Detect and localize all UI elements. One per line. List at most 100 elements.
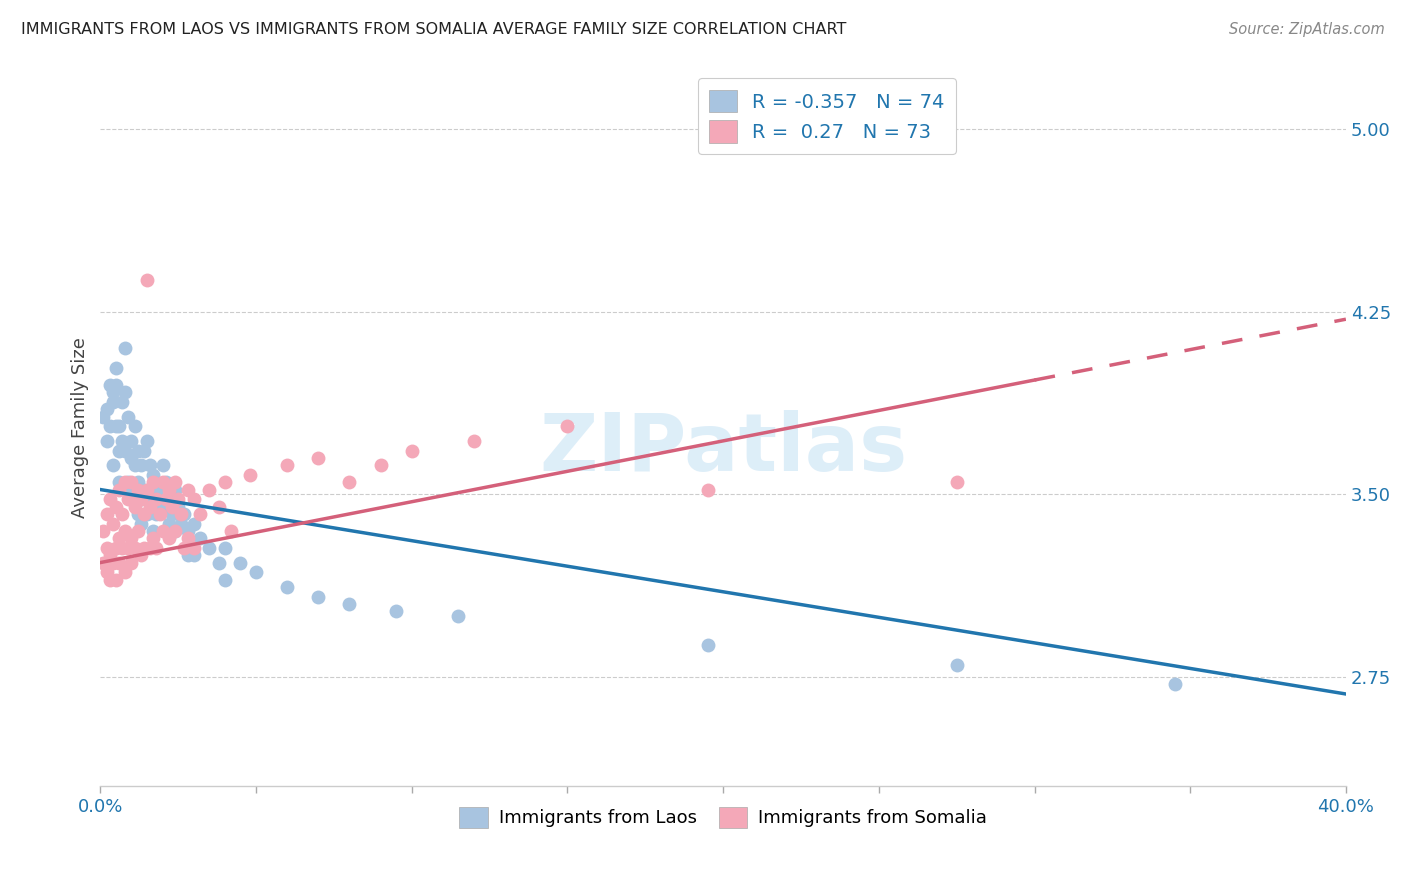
Point xyxy=(148,492,170,507)
Point xyxy=(127,483,149,497)
Point xyxy=(101,458,124,473)
Point xyxy=(124,541,146,555)
Point xyxy=(111,434,134,448)
Point xyxy=(96,402,118,417)
Point xyxy=(165,524,187,538)
Point xyxy=(157,516,180,531)
Point xyxy=(117,541,139,555)
Point xyxy=(165,475,187,490)
Point xyxy=(104,360,127,375)
Point xyxy=(136,483,159,497)
Point xyxy=(214,573,236,587)
Point xyxy=(139,500,162,514)
Point xyxy=(104,573,127,587)
Point xyxy=(188,531,211,545)
Point xyxy=(463,434,485,448)
Point xyxy=(245,566,267,580)
Point xyxy=(98,573,121,587)
Legend: Immigrants from Laos, Immigrants from Somalia: Immigrants from Laos, Immigrants from So… xyxy=(451,799,994,835)
Point xyxy=(188,507,211,521)
Point xyxy=(239,467,262,482)
Point xyxy=(160,500,183,514)
Point xyxy=(183,516,205,531)
Point xyxy=(307,450,329,465)
Point xyxy=(96,566,118,580)
Point xyxy=(198,483,221,497)
Point xyxy=(139,492,162,507)
Point xyxy=(370,458,392,473)
Point xyxy=(945,657,967,672)
Point xyxy=(108,419,131,434)
Point xyxy=(114,475,136,490)
Point xyxy=(129,549,152,563)
Point xyxy=(111,507,134,521)
Point xyxy=(165,524,187,538)
Point xyxy=(165,483,187,497)
Point xyxy=(117,475,139,490)
Point xyxy=(401,443,423,458)
Point xyxy=(121,531,143,545)
Point xyxy=(96,507,118,521)
Point xyxy=(145,483,167,497)
Point xyxy=(132,507,155,521)
Point xyxy=(1163,677,1185,691)
Point xyxy=(114,385,136,400)
Point xyxy=(117,409,139,424)
Point xyxy=(145,541,167,555)
Point xyxy=(152,500,174,514)
Point xyxy=(696,638,718,652)
Point xyxy=(173,507,195,521)
Point xyxy=(129,492,152,507)
Point xyxy=(108,443,131,458)
Point xyxy=(157,492,180,507)
Point xyxy=(208,500,231,514)
Point xyxy=(121,556,143,570)
Point xyxy=(96,541,118,555)
Point xyxy=(198,541,221,555)
Y-axis label: Average Family Size: Average Family Size xyxy=(72,337,89,518)
Point xyxy=(229,556,252,570)
Point xyxy=(104,541,127,555)
Point xyxy=(170,507,193,521)
Point xyxy=(157,483,180,497)
Point xyxy=(139,458,162,473)
Point xyxy=(129,492,152,507)
Point xyxy=(155,475,177,490)
Point xyxy=(167,492,190,507)
Point xyxy=(170,516,193,531)
Point xyxy=(148,507,170,521)
Point xyxy=(183,541,205,555)
Point xyxy=(127,507,149,521)
Point xyxy=(142,524,165,538)
Point xyxy=(121,434,143,448)
Point xyxy=(307,590,329,604)
Point xyxy=(101,385,124,400)
Point xyxy=(132,443,155,458)
Point xyxy=(121,483,143,497)
Point xyxy=(127,524,149,538)
Point xyxy=(104,378,127,392)
Point xyxy=(104,500,127,514)
Point xyxy=(136,273,159,287)
Point xyxy=(136,507,159,521)
Point xyxy=(101,395,124,409)
Point xyxy=(101,516,124,531)
Point xyxy=(129,458,152,473)
Point xyxy=(157,531,180,545)
Point xyxy=(276,580,298,594)
Point xyxy=(696,483,718,497)
Point xyxy=(98,378,121,392)
Point xyxy=(183,549,205,563)
Point xyxy=(145,492,167,507)
Point xyxy=(132,541,155,555)
Text: Source: ZipAtlas.com: Source: ZipAtlas.com xyxy=(1229,22,1385,37)
Point xyxy=(152,458,174,473)
Point xyxy=(108,556,131,570)
Point xyxy=(98,419,121,434)
Point xyxy=(945,475,967,490)
Point xyxy=(93,524,115,538)
Point xyxy=(93,409,115,424)
Point xyxy=(167,500,190,514)
Text: IMMIGRANTS FROM LAOS VS IMMIGRANTS FROM SOMALIA AVERAGE FAMILY SIZE CORRELATION : IMMIGRANTS FROM LAOS VS IMMIGRANTS FROM … xyxy=(21,22,846,37)
Point xyxy=(160,507,183,521)
